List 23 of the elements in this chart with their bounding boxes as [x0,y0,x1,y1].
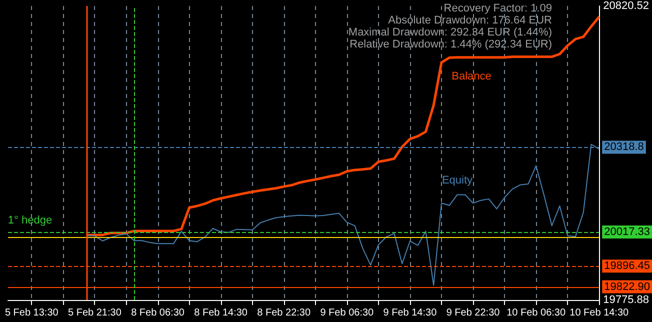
ref-line-label: 20318.8 [604,141,644,154]
annotation: Absolute Drawdown: 176.64 EUR [388,14,552,26]
series-label: Balance [452,70,492,82]
ref-line-label: 19822.90 [604,280,650,293]
x-tick-label: 10 Feb 14:30 [570,308,630,318]
x-tick-label: 8 Feb 22:30 [257,308,311,318]
ref-line-label: 19896.45 [604,260,650,272]
series-label: Equity [442,174,474,187]
y-tick-label: 20820.52 [603,0,650,12]
ref-line-label: 20017.33 [604,226,650,238]
annotation: Recovery Factor: 1.09 [444,2,552,14]
x-tick-label: 8 Feb 06:30 [131,308,185,318]
annotation: 1° hedge [8,214,52,227]
x-tick-label: 9 Feb 22:30 [446,308,500,318]
annotation: Relative Drawdown: 1.44% (292.34 EUR) [350,38,552,50]
x-tick-label: 5 Feb 21:30 [68,308,122,318]
x-tick-label: 8 Feb 14:30 [194,308,248,318]
x-tick-label: 5 Feb 13:30 [4,308,59,318]
x-tick-label: 10 Feb 06:30 [506,308,566,318]
annotation: Maximal Drawdown: 292.34 EUR (1.44%) [348,26,552,38]
y-tick-label: 19775.88 [603,294,650,306]
x-tick-label: 9 Feb 06:30 [320,308,374,318]
x-tick-label: 9 Feb 14:30 [383,308,438,318]
